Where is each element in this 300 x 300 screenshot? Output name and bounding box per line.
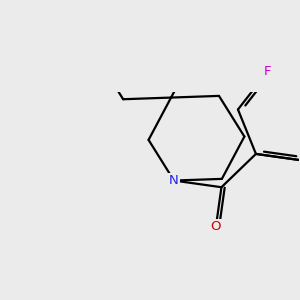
Text: O: O [211, 220, 221, 232]
Text: N: N [169, 174, 179, 187]
Text: F: F [264, 65, 271, 78]
